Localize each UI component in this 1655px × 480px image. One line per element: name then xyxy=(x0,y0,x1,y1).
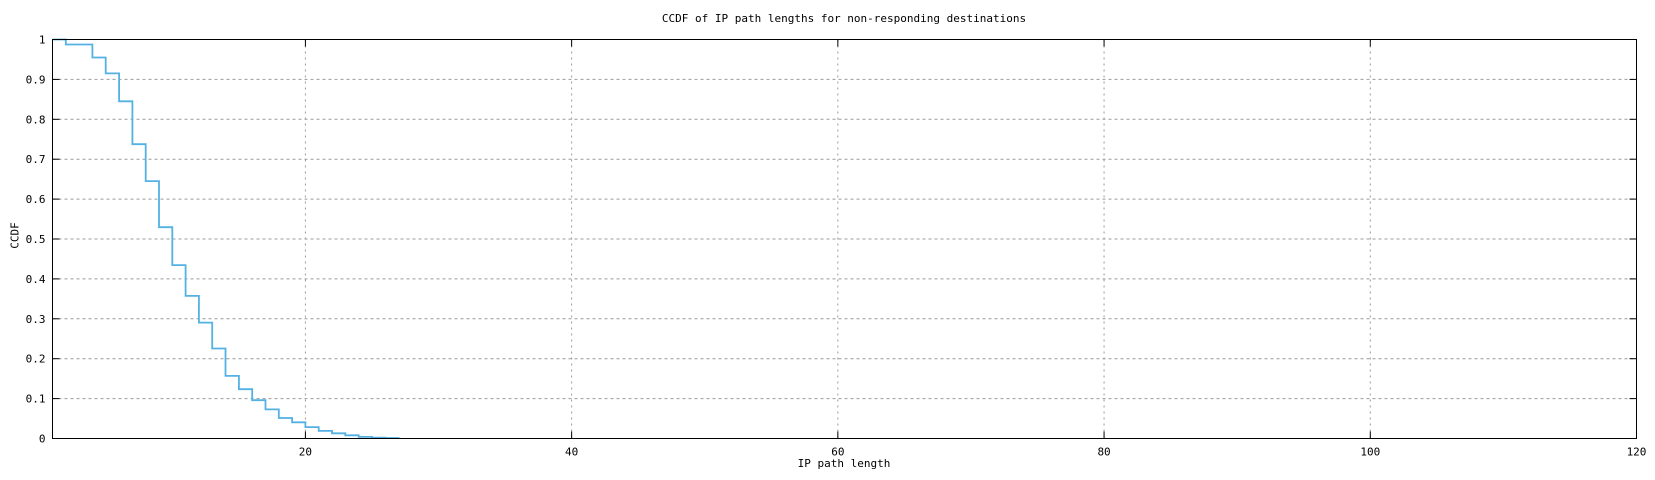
y-tick-label: 0.5 xyxy=(26,233,46,246)
x-tick-label: 100 xyxy=(1360,446,1380,459)
x-tick-label: 40 xyxy=(565,446,578,459)
y-tick-label: 0.9 xyxy=(26,73,46,86)
y-tick-label: 0.7 xyxy=(26,153,46,166)
y-tick-label: 0.6 xyxy=(26,193,46,206)
x-tick-label: 80 xyxy=(1097,446,1110,459)
chart-title: CCDF of IP path lengths for non-respondi… xyxy=(661,12,1027,25)
y-tick-label: 0.8 xyxy=(26,113,46,126)
x-axis-label: IP path length xyxy=(797,457,891,470)
y-tick-label: 0.2 xyxy=(26,353,46,366)
y-tick-label: 0.3 xyxy=(26,313,46,326)
y-tick-label: 0.4 xyxy=(26,273,46,286)
x-tick-label: 20 xyxy=(299,446,312,459)
x-tick-label: 120 xyxy=(1627,446,1647,459)
y-tick-label: 0.1 xyxy=(26,393,46,406)
y-tick-label: 1 xyxy=(39,34,46,47)
y-tick-label: 0 xyxy=(39,433,46,446)
ccdf-step-line xyxy=(52,38,400,439)
x-tick-label: 60 xyxy=(831,446,844,459)
